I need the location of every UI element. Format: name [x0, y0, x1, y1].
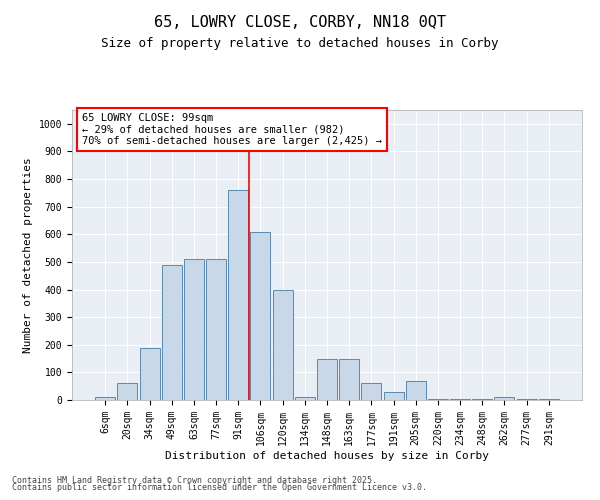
- Bar: [539, 398, 559, 400]
- Bar: [118, 384, 137, 400]
- X-axis label: Distribution of detached houses by size in Corby: Distribution of detached houses by size …: [165, 450, 489, 460]
- Bar: [494, 397, 514, 400]
- Text: 65 LOWRY CLOSE: 99sqm
← 29% of detached houses are smaller (982)
70% of semi-det: 65 LOWRY CLOSE: 99sqm ← 29% of detached …: [82, 113, 382, 146]
- Bar: [95, 397, 115, 400]
- Bar: [162, 264, 182, 400]
- Bar: [228, 190, 248, 400]
- Bar: [361, 384, 382, 400]
- Bar: [272, 290, 293, 400]
- Bar: [206, 259, 226, 400]
- Bar: [428, 398, 448, 400]
- Bar: [317, 358, 337, 400]
- Bar: [184, 259, 204, 400]
- Bar: [140, 348, 160, 400]
- Bar: [295, 397, 315, 400]
- Bar: [406, 380, 426, 400]
- Bar: [383, 392, 404, 400]
- Text: Contains HM Land Registry data © Crown copyright and database right 2025.: Contains HM Land Registry data © Crown c…: [12, 476, 377, 485]
- Bar: [517, 398, 536, 400]
- Text: Contains public sector information licensed under the Open Government Licence v3: Contains public sector information licen…: [12, 484, 427, 492]
- Bar: [450, 398, 470, 400]
- Bar: [250, 232, 271, 400]
- Y-axis label: Number of detached properties: Number of detached properties: [23, 157, 33, 353]
- Text: Size of property relative to detached houses in Corby: Size of property relative to detached ho…: [101, 38, 499, 51]
- Bar: [472, 398, 492, 400]
- Bar: [339, 358, 359, 400]
- Text: 65, LOWRY CLOSE, CORBY, NN18 0QT: 65, LOWRY CLOSE, CORBY, NN18 0QT: [154, 15, 446, 30]
